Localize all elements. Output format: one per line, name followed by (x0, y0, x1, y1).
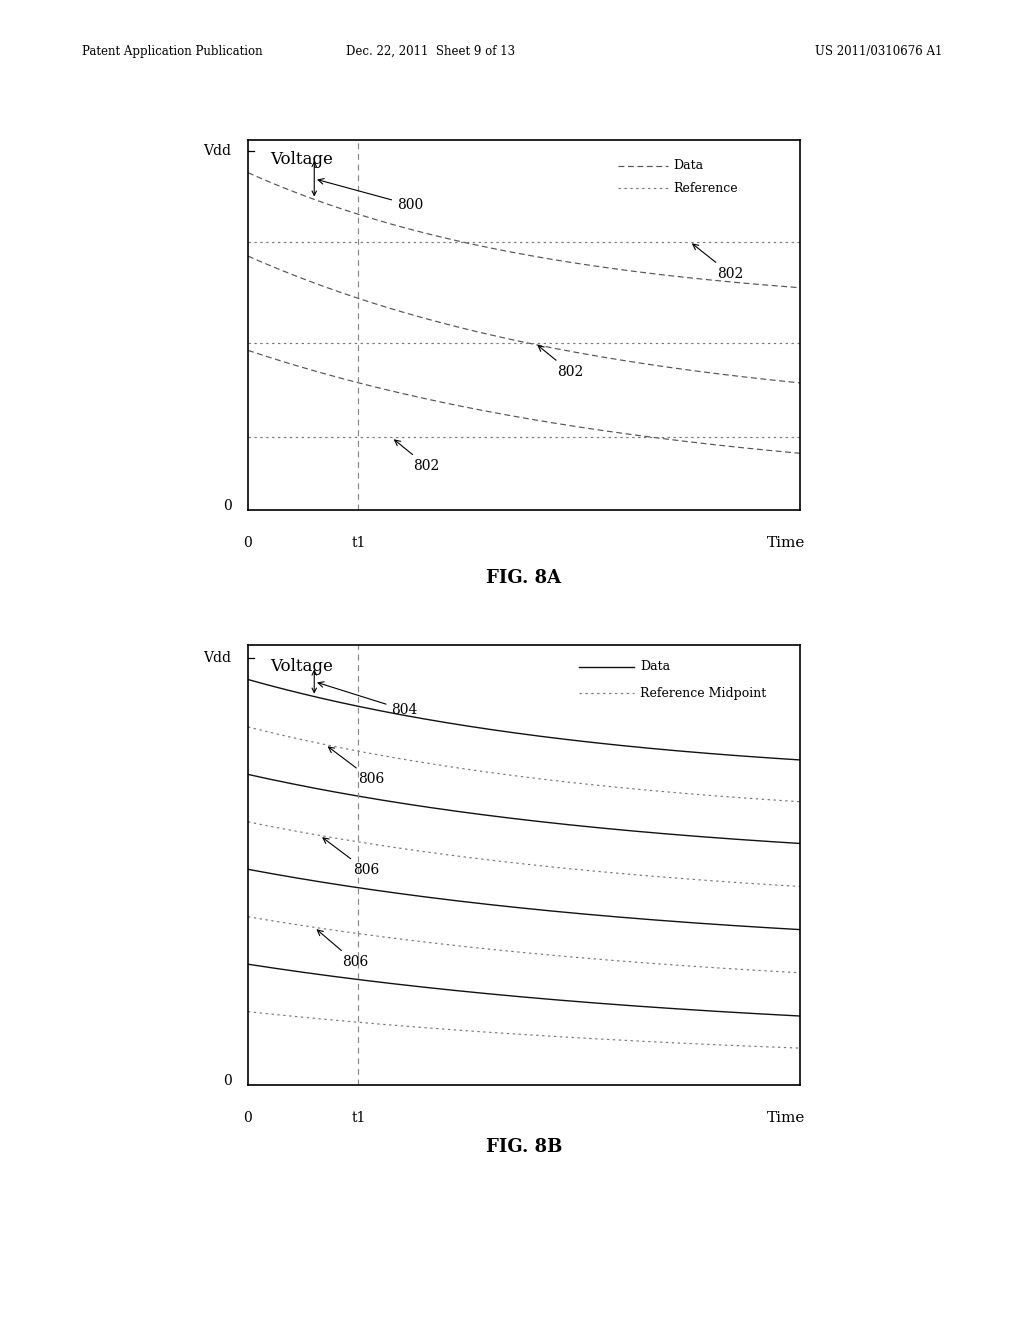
Text: Vdd: Vdd (204, 144, 231, 158)
Text: 802: 802 (539, 346, 584, 379)
Text: 806: 806 (329, 747, 385, 787)
Text: 0: 0 (222, 499, 231, 513)
Text: 0: 0 (244, 536, 252, 550)
Text: t1: t1 (351, 536, 366, 550)
Text: Dec. 22, 2011  Sheet 9 of 13: Dec. 22, 2011 Sheet 9 of 13 (345, 45, 515, 58)
Text: Voltage: Voltage (270, 659, 333, 676)
Text: 800: 800 (318, 178, 423, 213)
Text: 802: 802 (394, 440, 440, 473)
Text: FIG. 8B: FIG. 8B (485, 1138, 562, 1156)
Text: Vdd: Vdd (204, 651, 231, 665)
Text: FIG. 8A: FIG. 8A (486, 569, 561, 587)
Text: 802: 802 (693, 244, 743, 281)
Text: Time: Time (767, 1111, 806, 1126)
Text: Voltage: Voltage (270, 150, 333, 168)
Text: US 2011/0310676 A1: US 2011/0310676 A1 (815, 45, 942, 58)
Text: 0: 0 (244, 1111, 252, 1126)
Text: t1: t1 (351, 1111, 366, 1126)
Text: Reference: Reference (673, 182, 737, 194)
Text: Patent Application Publication: Patent Application Publication (82, 45, 262, 58)
Text: Reference Midpoint: Reference Midpoint (640, 686, 766, 700)
Text: 804: 804 (318, 682, 418, 717)
Text: 806: 806 (323, 838, 379, 878)
Text: Data: Data (673, 160, 703, 173)
Text: 0: 0 (222, 1073, 231, 1088)
Text: 806: 806 (317, 931, 368, 969)
Text: Data: Data (640, 660, 670, 673)
Text: Time: Time (767, 536, 806, 550)
